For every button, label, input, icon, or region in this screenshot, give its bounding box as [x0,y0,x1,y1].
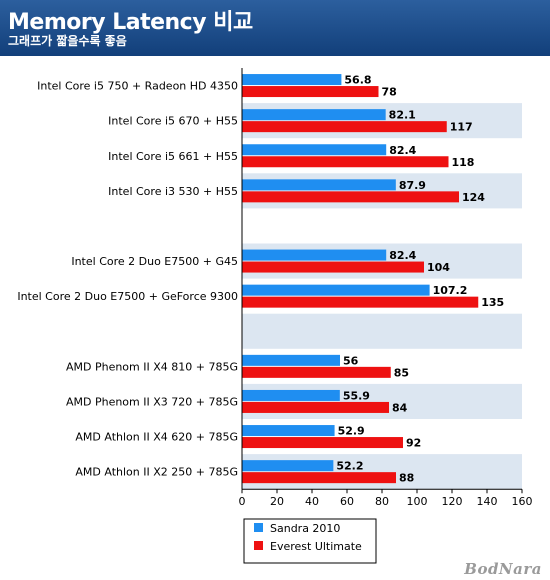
sandra-bar [242,249,387,261]
category-label: Intel Core 2 Duo E7500 + GeForce 9300 [17,290,238,303]
everest-bar [242,121,447,133]
everest-bar [242,86,379,98]
legend-label: Everest Ultimate [270,540,362,553]
data-label: 82.1 [389,109,416,122]
data-label: 104 [427,261,450,274]
category-label: AMD Athlon II X2 250 + 785G [75,466,238,479]
data-label: 82.4 [389,249,416,262]
legend-box [243,518,377,564]
data-label: 124 [462,191,485,204]
everest-bar [242,156,449,168]
x-tick-label: 80 [375,495,389,508]
data-label: 52.9 [338,425,365,438]
chart-subtitle: 그래프가 짧을수록 좋음 [8,34,127,48]
row-band [242,173,522,209]
everest-bar [242,191,459,203]
sandra-bar [242,179,396,191]
x-tick-label: 40 [305,495,319,508]
data-label: 107.2 [433,284,468,297]
everest-bar [242,296,479,308]
data-label: 55.9 [343,389,370,402]
sandra-bar [242,74,342,86]
sandra-bar [242,425,335,437]
chart-title: Memory Latency 비교 [8,10,253,35]
x-tick-label: 160 [512,495,533,508]
data-label: 117 [450,121,473,134]
sandra-bar [242,354,340,366]
category-label: AMD Phenom II X3 720 + 785G [66,395,238,408]
watermark-logo: BodNara [464,560,542,578]
category-label: AMD Phenom II X4 810 + 785G [66,360,238,373]
data-label: 118 [452,156,475,169]
x-tick-label: 100 [407,495,428,508]
data-label: 87.9 [399,179,426,192]
row-band [242,454,522,490]
everest-bar [242,366,391,378]
sandra-bar [242,389,340,401]
category-label: Intel Core i5 750 + Radeon HD 4350 [37,80,238,93]
row-band [242,243,522,279]
x-tick-label: 20 [270,495,284,508]
category-label: Intel Core 2 Duo E7500 + G45 [71,255,238,268]
data-label: 56 [343,354,359,367]
row-band [242,313,522,349]
sandra-bar [242,109,386,121]
everest-bar [242,401,389,413]
sandra-bar [242,284,430,296]
data-label: 84 [392,401,408,414]
sandra-bar [242,460,334,472]
everest-bar [242,437,403,449]
everest-bar [242,472,396,484]
data-label: 92 [406,437,421,450]
data-label: 82.4 [389,144,416,157]
row-band [242,383,522,419]
category-label: Intel Core i5 670 + H55 [108,115,238,128]
data-label: 78 [382,86,397,99]
data-label: 56.8 [344,74,371,87]
data-label: 88 [399,472,414,485]
data-label: 85 [394,366,409,379]
sandra-bar [242,144,387,156]
data-label: 135 [481,296,504,309]
x-tick-label: 0 [239,495,246,508]
legend-swatch [254,523,263,532]
category-label: AMD Athlon II X4 620 + 785G [75,431,238,444]
data-label: 52.2 [336,460,363,473]
x-tick-label: 140 [477,495,498,508]
category-label: Intel Core i3 530 + H55 [108,185,238,198]
category-label: Intel Core i5 661 + H55 [108,150,238,163]
x-tick-label: 120 [442,495,463,508]
x-tick-label: 60 [340,495,354,508]
legend-label: Sandra 2010 [270,522,340,535]
legend-swatch [254,541,263,550]
everest-bar [242,261,424,273]
header-band: Memory Latency 비교 그래프가 짧을수록 좋음 [0,0,550,56]
row-band [242,103,522,139]
